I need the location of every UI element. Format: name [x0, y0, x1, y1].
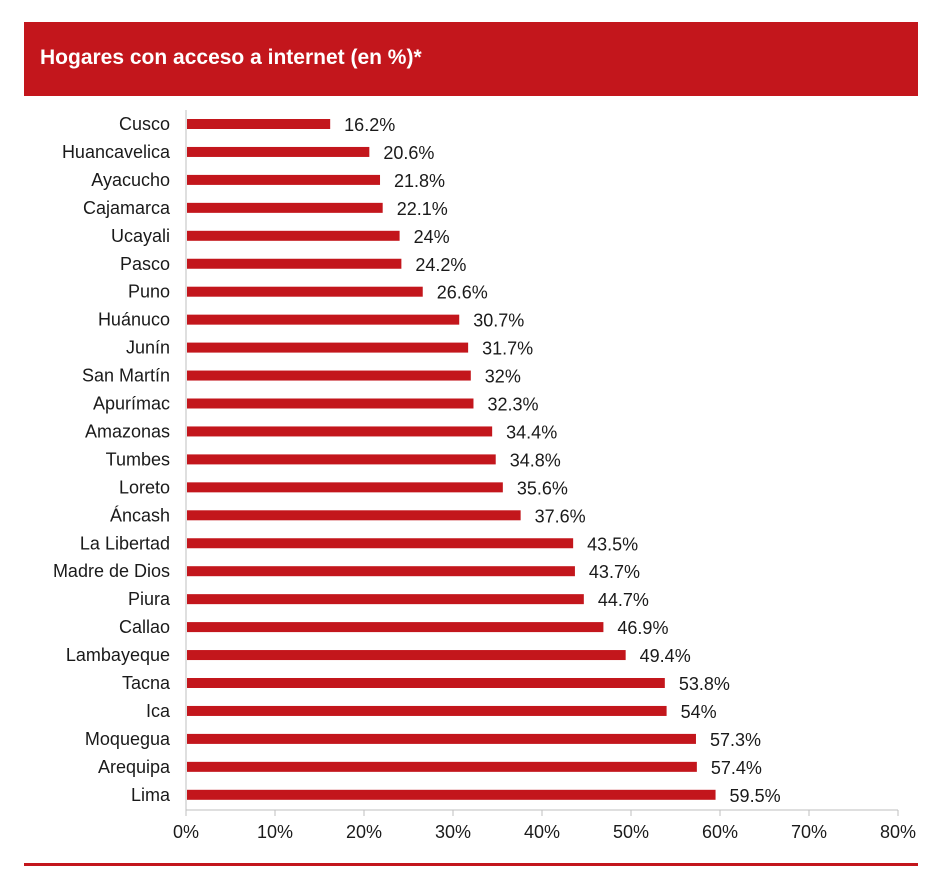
bar: [187, 650, 626, 661]
category-label: Puno: [128, 282, 170, 302]
bar: [187, 622, 604, 633]
data-label: 21.8%: [394, 171, 445, 191]
category-label: Tumbes: [106, 449, 170, 469]
data-label: 34.4%: [506, 422, 557, 442]
data-label: 32%: [485, 367, 521, 387]
category-label: Cusco: [119, 114, 170, 134]
chart-title-bar: Hogares con acceso a internet (en %)*: [24, 22, 918, 96]
chart-title: Hogares con acceso a internet (en %)*: [40, 46, 422, 69]
category-label: Ayacucho: [91, 170, 170, 190]
bottom-divider: [24, 863, 918, 866]
x-tick-label: 30%: [435, 822, 471, 842]
category-label: Apurímac: [93, 394, 170, 414]
data-label: 44.7%: [598, 590, 649, 610]
data-label: 57.3%: [710, 730, 761, 750]
category-label: Callao: [119, 617, 170, 637]
bar: [187, 678, 665, 688]
category-label: Loreto: [119, 477, 170, 497]
category-label: Huancavelica: [62, 142, 171, 162]
data-label: 26.6%: [437, 283, 488, 303]
data-label: 30.7%: [473, 311, 524, 331]
category-label: La Libertad: [80, 533, 170, 553]
bar: [187, 370, 471, 381]
x-tick-label: 0%: [173, 822, 199, 842]
x-tick-label: 40%: [524, 822, 560, 842]
bar: [187, 146, 370, 157]
x-tick-label: 80%: [880, 822, 916, 842]
x-tick-label: 10%: [257, 822, 293, 842]
data-label: 37.6%: [535, 506, 586, 526]
data-label: 24.2%: [415, 255, 466, 275]
data-label: 32.3%: [487, 395, 538, 415]
bar: [187, 538, 574, 549]
category-label: Madre de Dios: [53, 561, 170, 581]
bar: [187, 482, 503, 493]
category-label: Ica: [146, 701, 171, 721]
bar: [187, 286, 423, 297]
category-label: Tacna: [122, 673, 171, 693]
bar: [187, 342, 469, 353]
data-label: 43.7%: [589, 562, 640, 582]
data-label: 34.8%: [510, 450, 561, 470]
bar: [187, 230, 400, 241]
bar: [187, 733, 696, 744]
data-label: 46.9%: [617, 618, 668, 638]
x-tick-label: 60%: [702, 822, 738, 842]
category-label: Arequipa: [98, 757, 171, 777]
bar: [187, 258, 402, 269]
x-tick-label: 50%: [613, 822, 649, 842]
category-label: Pasco: [120, 254, 170, 274]
category-label: Moquegua: [85, 729, 171, 749]
x-tick-label: 70%: [791, 822, 827, 842]
data-label: 22.1%: [397, 199, 448, 219]
bar: [187, 566, 575, 577]
bar: [187, 426, 493, 437]
bar: [187, 398, 474, 409]
bar: [187, 594, 584, 605]
category-label: Cajamarca: [83, 198, 171, 218]
category-label: Piura: [128, 589, 171, 609]
data-label: 20.6%: [383, 143, 434, 163]
bar: [187, 314, 460, 325]
bar: [187, 202, 383, 213]
data-label: 54%: [681, 702, 717, 722]
category-label: Junín: [126, 338, 170, 358]
data-label: 57.4%: [711, 758, 762, 778]
category-label: Huánuco: [98, 310, 170, 330]
category-label: Lima: [131, 785, 171, 805]
bar: [187, 510, 521, 521]
data-label: 31.7%: [482, 339, 533, 359]
category-label: Áncash: [110, 505, 170, 525]
data-label: 35.6%: [517, 478, 568, 498]
bar: [187, 454, 496, 465]
data-label: 16.2%: [344, 115, 395, 135]
bar: [187, 789, 716, 800]
bar: [187, 174, 381, 185]
data-label: 43.5%: [587, 534, 638, 554]
data-label: 53.8%: [679, 674, 730, 694]
bar: [187, 761, 697, 772]
category-label: San Martín: [82, 366, 170, 386]
category-label: Amazonas: [85, 421, 170, 441]
x-tick-label: 20%: [346, 822, 382, 842]
category-label: Lambayeque: [66, 645, 170, 665]
data-label: 49.4%: [640, 646, 691, 666]
bar: [187, 705, 667, 716]
data-label: 59.5%: [730, 786, 781, 806]
bar: [187, 119, 331, 129]
data-label: 24%: [414, 227, 450, 247]
category-label: Ucayali: [111, 226, 170, 246]
